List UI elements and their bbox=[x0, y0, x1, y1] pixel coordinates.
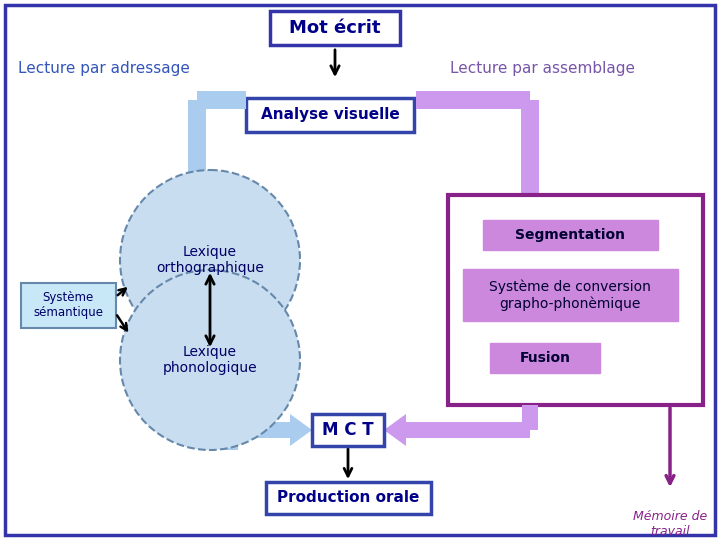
FancyBboxPatch shape bbox=[490, 343, 600, 373]
Text: Segmentation: Segmentation bbox=[515, 228, 625, 242]
Text: Mémoire de
travail: Mémoire de travail bbox=[633, 510, 707, 538]
Text: M C T: M C T bbox=[322, 421, 374, 439]
Polygon shape bbox=[522, 405, 538, 430]
FancyBboxPatch shape bbox=[462, 269, 678, 321]
FancyBboxPatch shape bbox=[266, 482, 431, 514]
Polygon shape bbox=[521, 100, 539, 202]
Polygon shape bbox=[178, 199, 216, 227]
FancyBboxPatch shape bbox=[482, 220, 657, 250]
Text: Production orale: Production orale bbox=[276, 490, 419, 505]
Text: Système de conversion
grapho-phonèmique: Système de conversion grapho-phonèmique bbox=[489, 279, 651, 310]
Ellipse shape bbox=[120, 170, 300, 350]
FancyBboxPatch shape bbox=[270, 11, 400, 45]
Text: Lexique
orthographique: Lexique orthographique bbox=[156, 245, 264, 275]
Text: Système
sémantique: Système sémantique bbox=[33, 291, 103, 319]
Polygon shape bbox=[511, 202, 549, 230]
Text: Fusion: Fusion bbox=[520, 351, 570, 365]
Polygon shape bbox=[188, 100, 206, 199]
FancyBboxPatch shape bbox=[312, 414, 384, 446]
Polygon shape bbox=[197, 91, 246, 109]
Polygon shape bbox=[416, 91, 530, 109]
Text: Mot écrit: Mot écrit bbox=[289, 19, 381, 37]
Text: Lecture par assemblage: Lecture par assemblage bbox=[450, 60, 635, 76]
Ellipse shape bbox=[120, 270, 300, 450]
Text: Analyse visuelle: Analyse visuelle bbox=[261, 107, 400, 123]
FancyBboxPatch shape bbox=[5, 5, 715, 535]
Text: Lecture par adressage: Lecture par adressage bbox=[18, 60, 190, 76]
Polygon shape bbox=[384, 414, 530, 446]
FancyBboxPatch shape bbox=[448, 195, 703, 405]
Text: Lexique
phonologique: Lexique phonologique bbox=[163, 345, 257, 375]
FancyBboxPatch shape bbox=[20, 282, 115, 327]
Polygon shape bbox=[222, 430, 238, 450]
Polygon shape bbox=[230, 414, 312, 446]
FancyBboxPatch shape bbox=[246, 98, 414, 132]
